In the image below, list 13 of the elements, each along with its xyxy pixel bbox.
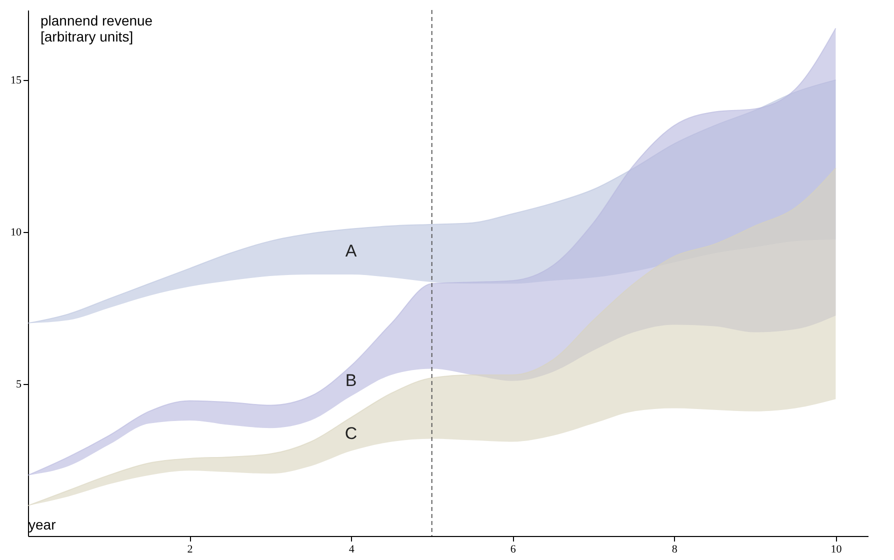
x-tick-label: 6 [510,544,516,556]
series-label: B [345,370,357,390]
x-tick-label: 2 [187,544,193,556]
series-label: A [345,242,358,261]
x-tick-label: 4 [348,544,355,556]
y-tick-label: 10 [10,226,22,238]
y-axis-title: plannend revenue [arbitrary units] [40,12,153,44]
x-tick-label: 8 [672,544,678,556]
x-axis-title: year [28,516,56,532]
series-label: C [344,424,358,444]
y-tick-label: 15 [10,74,22,86]
y-tick-label: 5 [16,378,22,390]
x-tick-label: 10 [830,544,842,556]
